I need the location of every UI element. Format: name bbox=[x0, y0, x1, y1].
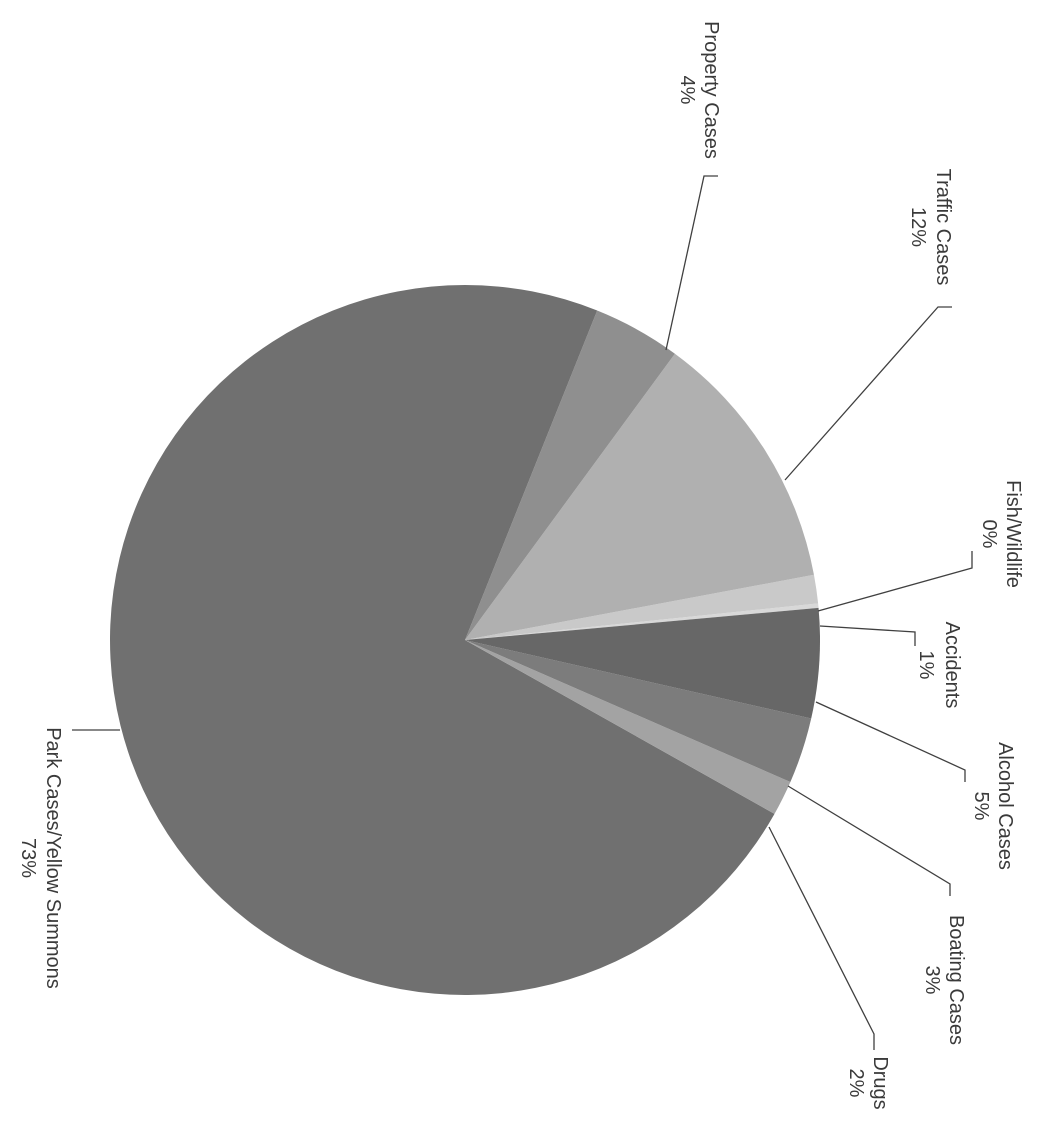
label-drugs-pct: 2% bbox=[845, 1069, 867, 1098]
leader-drugs bbox=[768, 826, 875, 1050]
label-alcohol-pct: 5% bbox=[970, 792, 992, 821]
pie-slice-property-cases bbox=[465, 310, 675, 640]
label-fish-pct: 0% bbox=[978, 520, 1000, 549]
pie-slice-traffic-cases bbox=[465, 353, 814, 640]
leader-alcohol bbox=[815, 701, 966, 782]
label-alcohol-name: Alcohol Cases bbox=[994, 742, 1016, 870]
leader-boating bbox=[787, 785, 951, 896]
leader-fish bbox=[817, 551, 973, 612]
label-boating-pct: 3% bbox=[921, 966, 943, 995]
pie-slice-park-cases-yellow-summons bbox=[110, 284, 775, 995]
leader-property bbox=[665, 175, 718, 351]
pie-slice-accidents bbox=[465, 574, 819, 640]
pie-slices bbox=[110, 284, 820, 995]
leader-traffic bbox=[784, 306, 952, 481]
label-property-pct: 4% bbox=[676, 76, 698, 105]
label-park-pct: 73% bbox=[17, 838, 39, 878]
label-accidents-pct: 1% bbox=[915, 651, 937, 680]
label-traffic-pct: 12% bbox=[907, 207, 929, 247]
label-accidents-name: Accidents bbox=[941, 622, 963, 709]
slice-labels: Property Cases 4% Traffic Cases 12% Fish… bbox=[17, 21, 1024, 1110]
label-property-name: Property Cases bbox=[700, 21, 722, 159]
pie-slice-fish-wildlife bbox=[465, 603, 819, 640]
leader-accidents bbox=[819, 625, 916, 646]
label-drugs-name: Drugs bbox=[869, 1056, 891, 1109]
label-boating-name: Boating Cases bbox=[945, 915, 967, 1045]
label-fish-name: Fish/Wildlife bbox=[1002, 480, 1024, 588]
label-park-name: Park Cases/Yellow Summons bbox=[42, 727, 64, 989]
pie-slice-drugs bbox=[465, 640, 791, 814]
label-traffic-name: Traffic Cases bbox=[932, 169, 954, 286]
leader-lines bbox=[72, 175, 973, 1050]
pie-slice-boating-cases bbox=[465, 640, 812, 782]
pie-slice-alcohol-cases bbox=[465, 607, 820, 719]
